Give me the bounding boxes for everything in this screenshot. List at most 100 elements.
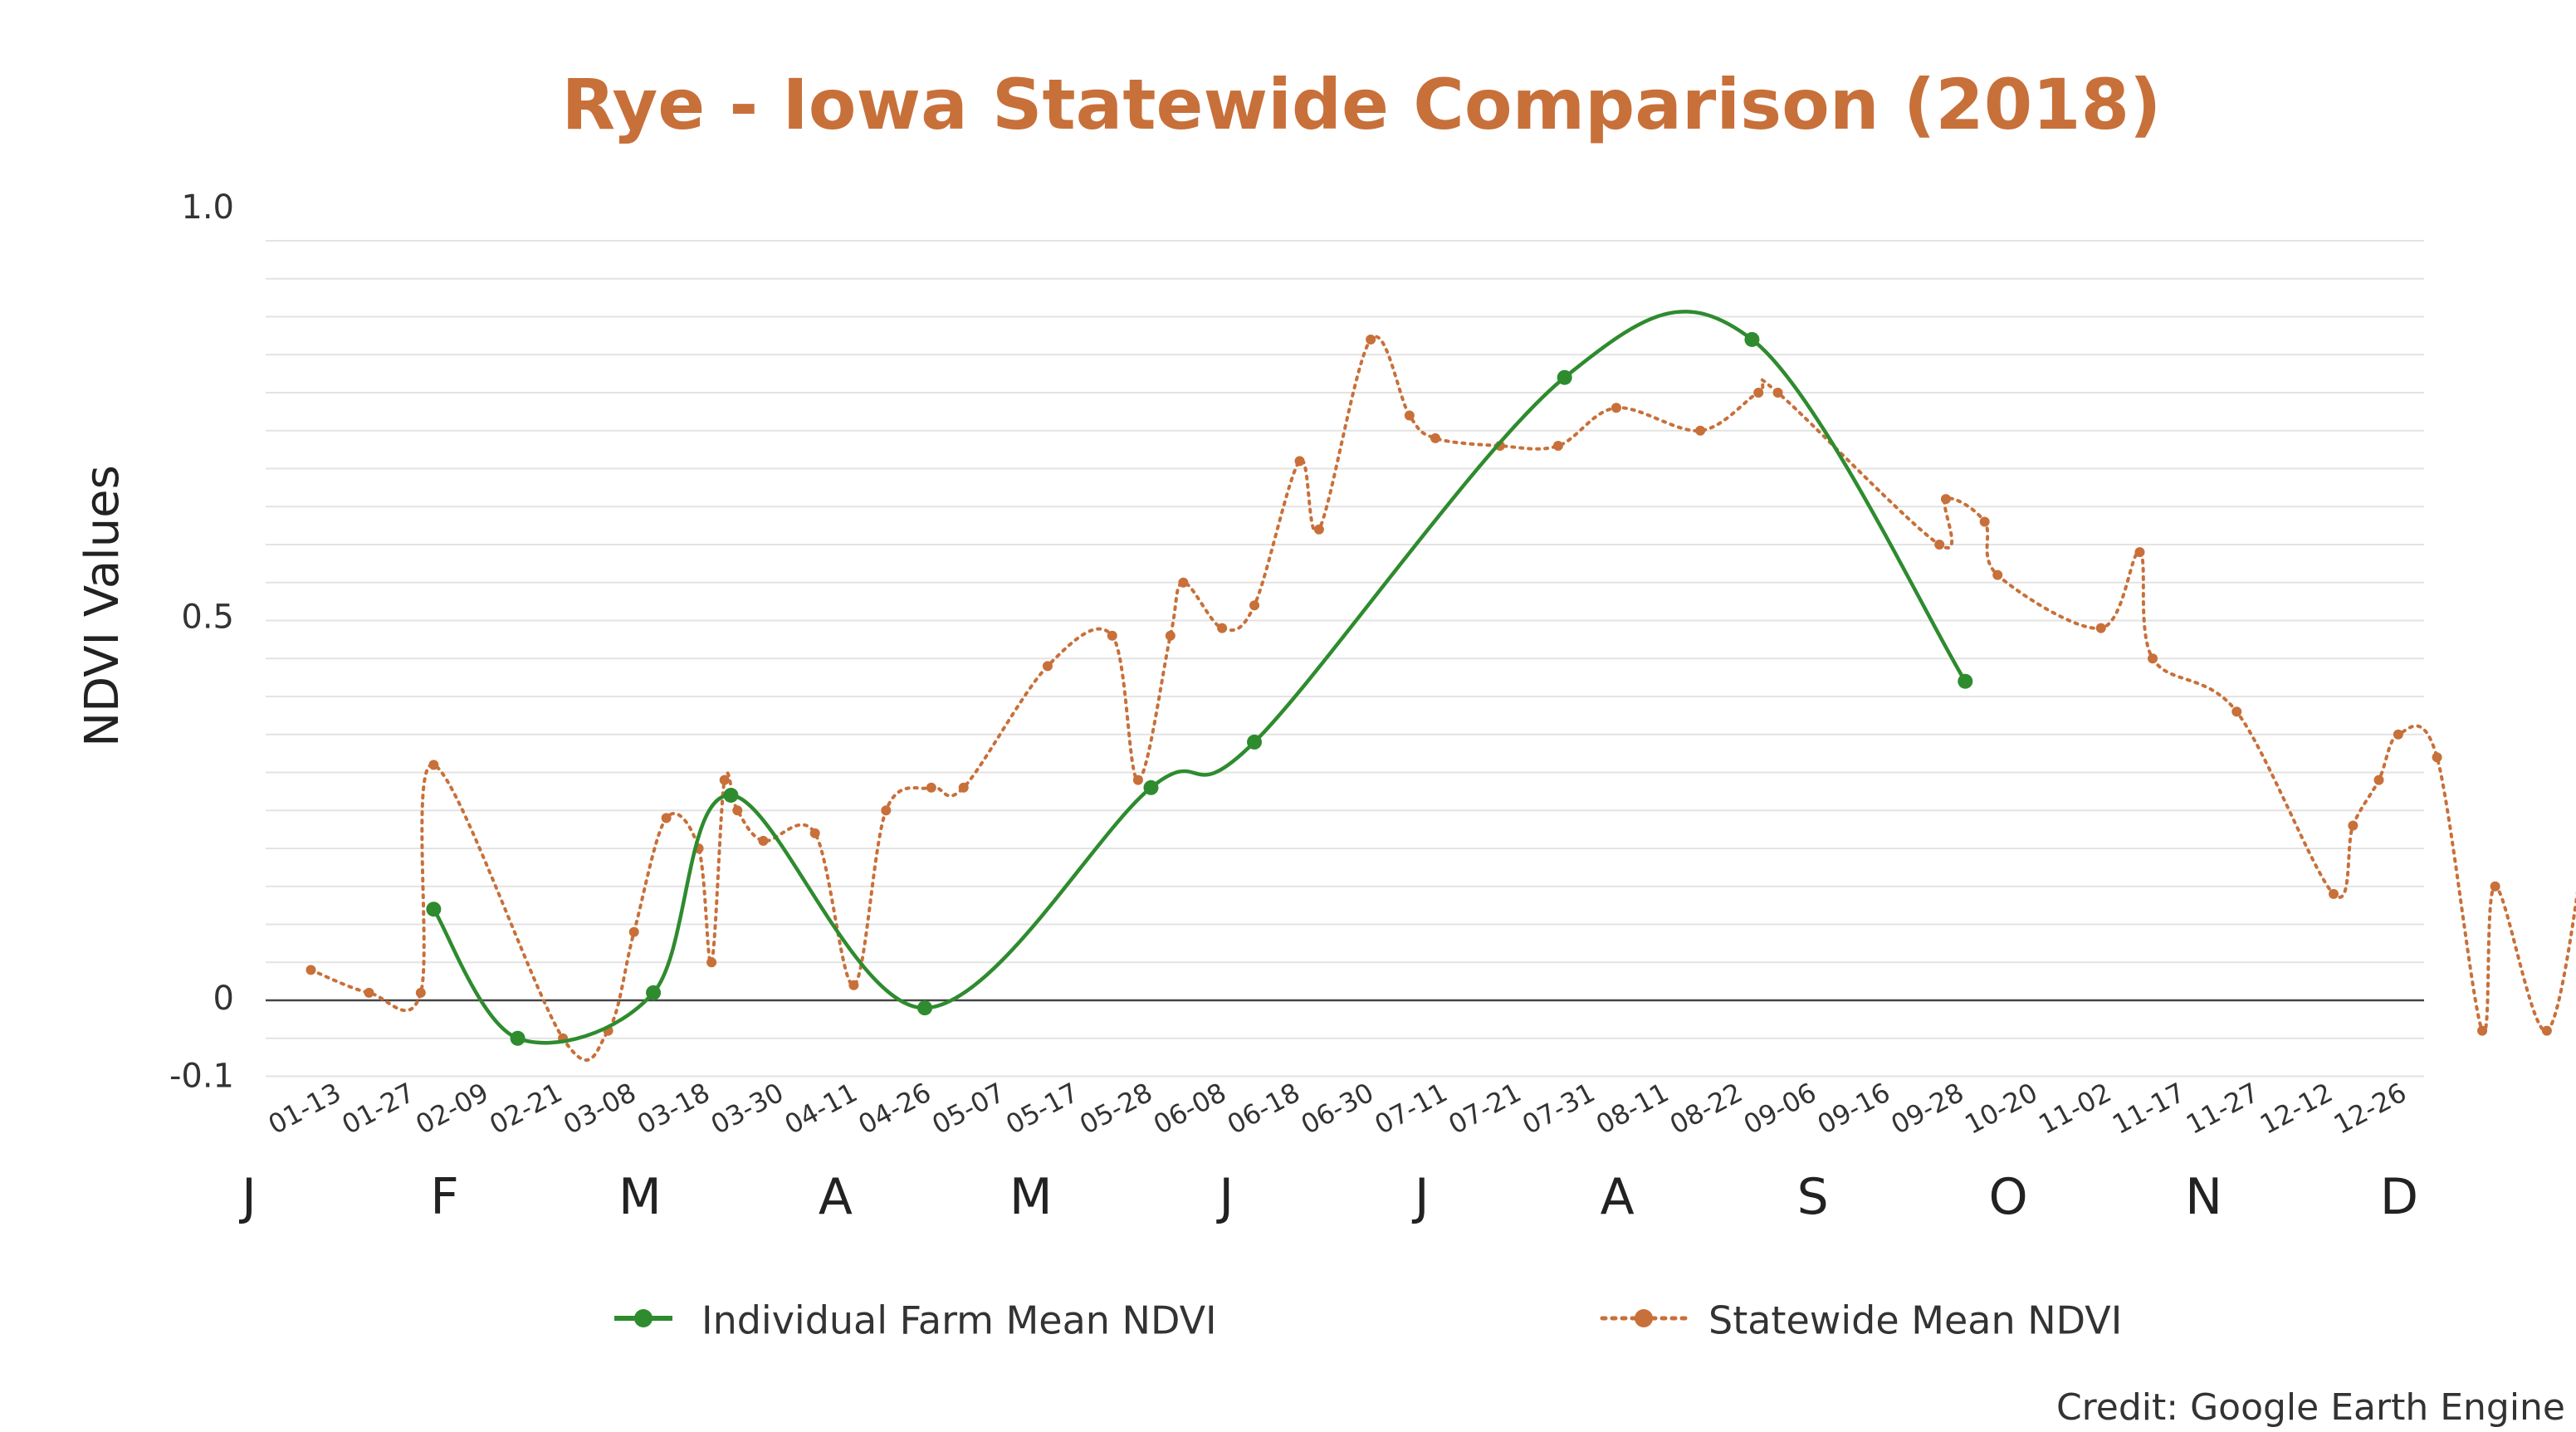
data-point-statewide (428, 760, 439, 770)
x-tick-label: 04-11 (780, 1077, 863, 1141)
x-tick-label: 12-12 (2255, 1077, 2338, 1141)
gridlines (266, 240, 2424, 1078)
data-point-statewide (706, 957, 717, 968)
series-statewide (306, 334, 2576, 1062)
data-point-statewide (2348, 820, 2358, 831)
x-tick-label: 03-08 (558, 1077, 641, 1141)
data-point-statewide (1753, 388, 1764, 398)
data-point-individual-farm (646, 985, 662, 1000)
data-point-statewide (758, 835, 769, 846)
data-point-statewide (1132, 775, 1143, 785)
data-point-statewide (1165, 630, 1176, 641)
y-tick-label: 1.0 (181, 188, 234, 227)
x-tick-label: 08-11 (1591, 1077, 1674, 1141)
data-point-statewide (719, 775, 730, 785)
data-point-statewide (2373, 775, 2384, 785)
data-point-statewide (1940, 494, 1951, 505)
month-label: M (1009, 1168, 1053, 1226)
x-tick-label: 06-08 (1148, 1077, 1231, 1141)
data-point-individual-farm (1744, 331, 1760, 347)
data-point-statewide (2095, 623, 2106, 633)
data-point-individual-farm (426, 902, 442, 917)
x-tick-label: 11-27 (2181, 1077, 2264, 1141)
series-lines (306, 310, 2576, 1062)
data-point-individual-farm (723, 787, 739, 803)
month-label: J (238, 1168, 257, 1226)
data-point-statewide (2231, 706, 2242, 717)
x-axis-ticks: 01-1301-2702-0902-2103-0803-1803-3004-11… (263, 1077, 2412, 1141)
data-point-statewide (1404, 410, 1415, 421)
data-point-statewide (364, 987, 374, 998)
series-line-statewide (309, 335, 2576, 1062)
x-tick-label: 06-30 (1296, 1077, 1379, 1141)
x-tick-label: 07-31 (1517, 1077, 1600, 1141)
data-point-statewide (1178, 577, 1189, 588)
legend-marker-individual-farm (634, 1309, 653, 1327)
data-point-individual-farm (1958, 673, 1973, 689)
data-point-statewide (2134, 547, 2145, 558)
legend-label-statewide: Statewide Mean NDVI (1708, 1298, 2122, 1343)
data-point-statewide (809, 828, 820, 838)
month-label: D (2380, 1168, 2418, 1226)
data-point-statewide (1695, 425, 1706, 436)
data-point-statewide (2393, 729, 2403, 740)
x-tick-label: 05-17 (1000, 1077, 1083, 1141)
data-point-statewide (2432, 752, 2442, 763)
data-point-statewide (958, 782, 969, 793)
data-point-statewide (1552, 441, 1563, 452)
x-tick-label: 06-18 (1222, 1077, 1305, 1141)
month-label: A (819, 1168, 853, 1226)
x-tick-label: 03-30 (706, 1077, 789, 1141)
data-point-statewide (661, 813, 672, 824)
month-label: O (1988, 1168, 2027, 1226)
data-point-statewide (415, 987, 426, 998)
month-label: S (1797, 1168, 1829, 1226)
x-tick-label: 09-06 (1738, 1077, 1821, 1141)
x-tick-label: 09-16 (1812, 1077, 1895, 1141)
x-tick-label: 11-02 (2033, 1077, 2116, 1141)
data-point-statewide (2490, 881, 2500, 892)
data-point-statewide (1249, 600, 1260, 611)
legend: Individual Farm Mean NDVI Statewide Mean… (614, 1298, 2122, 1343)
data-point-statewide (1217, 623, 1228, 633)
data-point-individual-farm (917, 1000, 933, 1016)
data-point-statewide (2541, 1025, 2552, 1036)
credit-text: Credit: Google Earth Engine (2056, 1386, 2565, 1429)
data-point-statewide (2148, 653, 2158, 664)
month-label: F (430, 1168, 459, 1226)
legend-item-statewide: Statewide Mean NDVI (1600, 1298, 2122, 1343)
data-point-statewide (1366, 334, 1376, 345)
data-point-statewide (732, 805, 743, 816)
month-label: M (618, 1168, 662, 1226)
legend-marker-statewide (1635, 1309, 1653, 1327)
data-point-individual-farm (1247, 734, 1263, 750)
x-tick-label: 02-09 (411, 1077, 494, 1141)
month-label: N (2185, 1168, 2222, 1226)
chart-title: Rye - Iowa Statewide Comparison (2018) (562, 64, 2162, 145)
y-tick-label: 0 (213, 980, 234, 1018)
x-tick-label: 03-18 (632, 1077, 715, 1141)
x-tick-label: 02-21 (484, 1077, 567, 1141)
x-tick-label: 09-28 (1886, 1077, 1969, 1141)
data-point-statewide (1042, 661, 1053, 672)
data-point-statewide (1107, 630, 1117, 641)
data-point-statewide (1611, 403, 1621, 413)
data-point-statewide (1992, 569, 2003, 580)
data-point-individual-farm (1557, 369, 1572, 385)
data-point-statewide (926, 782, 936, 793)
data-point-statewide (1430, 433, 1440, 443)
data-point-statewide (881, 805, 892, 816)
x-tick-label: 05-07 (927, 1077, 1010, 1141)
x-tick-label: 04-26 (853, 1077, 936, 1141)
x-tick-label: 10-20 (1960, 1077, 2043, 1141)
month-label: J (1411, 1168, 1430, 1226)
x-tick-label: 07-21 (1444, 1077, 1527, 1141)
data-point-individual-farm (510, 1030, 525, 1046)
x-tick-label: 08-22 (1664, 1077, 1747, 1141)
data-point-statewide (628, 926, 639, 937)
data-point-statewide (2477, 1025, 2488, 1036)
series-line-individual-farm (432, 310, 1967, 1045)
data-point-statewide (2329, 888, 2339, 899)
